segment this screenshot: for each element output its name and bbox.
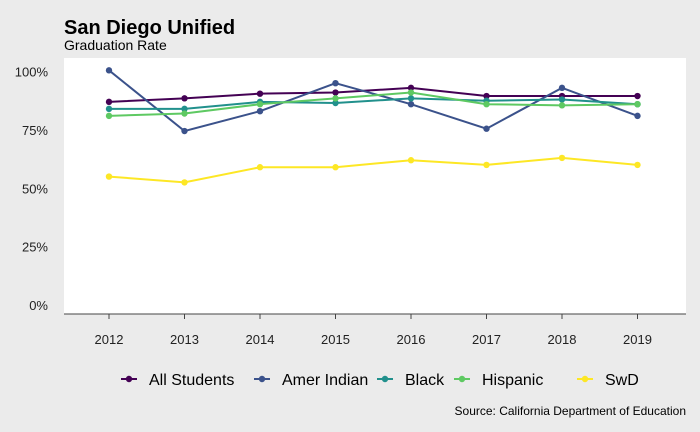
legend-key-point-black	[381, 375, 389, 383]
data-point-amer-indian	[332, 79, 339, 87]
data-point-black	[558, 96, 566, 103]
data-point-all-students	[105, 98, 113, 106]
data-point-hispanic	[634, 100, 641, 108]
data-point-swd	[634, 161, 641, 169]
data-point-black	[332, 99, 339, 107]
legend-key-point-hispanic	[458, 375, 466, 383]
data-point-all-students	[483, 92, 490, 100]
data-point-amer-indian	[634, 112, 641, 120]
legend-label-hispanic: Hispanic	[482, 372, 543, 389]
series-line-amer-indian	[108, 69, 638, 133]
x-tick-label: 2014	[246, 332, 275, 347]
x-tick-label: 2018	[548, 332, 577, 347]
legend-label-amer-indian: Amer Indian	[282, 372, 368, 389]
data-point-black	[407, 95, 415, 102]
y-tick-label: 0%	[29, 298, 48, 313]
legend: All Students Amer Indian Black Hispanic SwD	[121, 372, 639, 389]
chart-title: San Diego Unified	[64, 17, 235, 39]
data-point-black	[105, 105, 113, 113]
data-point-swd	[332, 164, 339, 171]
data-point-all-students	[256, 90, 264, 97]
data-point-amer-indian	[407, 100, 415, 108]
legend-key-point-all-students	[125, 375, 133, 383]
data-point-amer-indian	[483, 125, 490, 132]
chart-caption: Source: California Department of Educati…	[455, 404, 686, 418]
legend-label-all-students: All Students	[149, 372, 234, 389]
data-point-all-students	[634, 92, 641, 100]
x-tick-label: 2015	[321, 332, 350, 347]
data-point-swd	[105, 173, 113, 180]
data-point-hispanic	[407, 89, 415, 96]
chart-subtitle: Graduation Rate	[64, 37, 167, 53]
y-axis: 0% 25% 50% 75% 100%	[15, 65, 49, 314]
series-line-swd	[108, 156, 638, 184]
y-tick-label: 75%	[22, 123, 48, 138]
data-point-amer-indian	[558, 84, 566, 92]
x-tick-label: 2017	[472, 332, 501, 347]
data-point-all-students	[181, 95, 188, 102]
legend-key-point-amer-indian	[258, 375, 266, 383]
y-tick-label: 100%	[15, 65, 49, 80]
data-point-all-students	[407, 84, 415, 92]
y-tick-label: 25%	[22, 240, 48, 255]
series-line-all-students	[108, 86, 638, 103]
x-tick-label: 2013	[170, 332, 199, 347]
data-point-swd	[256, 164, 264, 171]
series-layer	[105, 67, 641, 186]
data-point-hispanic	[181, 110, 188, 117]
data-point-hispanic	[105, 112, 113, 120]
data-point-black	[181, 105, 188, 113]
data-point-amer-indian	[105, 67, 113, 74]
x-tick-label: 2012	[95, 332, 124, 347]
data-point-hispanic	[483, 100, 490, 108]
x-tick-label: 2019	[623, 332, 652, 347]
data-point-amer-indian	[256, 107, 264, 115]
legend-key-point-swd	[581, 375, 589, 383]
data-point-all-students	[332, 89, 339, 96]
legend-label-black: Black	[405, 372, 445, 389]
data-point-swd	[407, 157, 415, 164]
data-point-hispanic	[332, 95, 339, 102]
data-point-hispanic	[256, 100, 264, 108]
y-tick-label: 50%	[22, 181, 48, 196]
legend-label-swd: SwD	[605, 372, 639, 389]
series-line-hispanic	[108, 91, 638, 117]
data-point-swd	[181, 179, 188, 186]
data-point-amer-indian	[181, 127, 188, 135]
data-point-swd	[483, 161, 490, 169]
data-point-hispanic	[558, 102, 566, 109]
x-tick-label: 2016	[397, 332, 426, 347]
series-line-black	[109, 97, 638, 110]
data-point-swd	[558, 154, 566, 162]
x-axis: 2012 2013 2014 2015 2016 2017 2018 2019	[95, 314, 652, 347]
